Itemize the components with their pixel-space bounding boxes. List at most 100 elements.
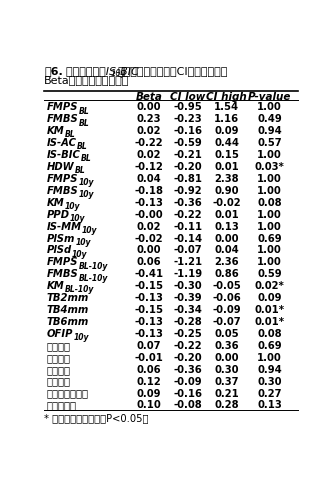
Text: 0.90: 0.90 [214, 185, 239, 195]
Text: 0.04: 0.04 [214, 245, 239, 255]
Text: 1.00: 1.00 [257, 102, 282, 112]
Text: 0.15: 0.15 [214, 150, 239, 160]
Text: IS-BIC: IS-BIC [47, 150, 81, 160]
Text: 10y: 10y [82, 225, 98, 234]
Text: -0.81: -0.81 [173, 174, 202, 183]
Text: -0.92: -0.92 [174, 185, 202, 195]
Text: FMPS: FMPS [47, 102, 78, 112]
Text: TB6mm: TB6mm [47, 316, 89, 326]
Text: FMBS: FMBS [47, 269, 79, 279]
Text: 0.28: 0.28 [214, 400, 239, 409]
Text: 0.36: 0.36 [214, 340, 239, 350]
Text: 10y: 10y [75, 237, 91, 246]
Text: FMPS: FMPS [47, 257, 78, 267]
Text: KM: KM [47, 197, 65, 207]
Text: P-value: P-value [248, 91, 291, 101]
Text: -1.19: -1.19 [173, 269, 202, 279]
Text: -0.06: -0.06 [212, 292, 241, 302]
Text: 1.00: 1.00 [257, 185, 282, 195]
Text: 0.00: 0.00 [137, 102, 161, 112]
Text: -0.12: -0.12 [135, 162, 164, 172]
Text: 1.54: 1.54 [214, 102, 239, 112]
Text: TB2mm: TB2mm [47, 292, 89, 302]
Text: 发音能力: 发音能力 [47, 376, 71, 386]
Text: 0.30: 0.30 [257, 376, 282, 386]
Text: -0.00: -0.00 [135, 209, 163, 219]
Text: 0.23: 0.23 [137, 114, 161, 124]
Text: CI high: CI high [206, 91, 247, 101]
Text: 修复体易清洁性: 修复体易清洁性 [47, 388, 89, 398]
Text: -0.41: -0.41 [135, 269, 164, 279]
Text: 10y: 10y [78, 178, 94, 187]
Text: 0.00: 0.00 [214, 352, 239, 362]
Text: TB4mm: TB4mm [47, 304, 89, 314]
Text: 1.00: 1.00 [257, 174, 282, 183]
Text: -0.09: -0.09 [212, 304, 241, 314]
Text: 0.69: 0.69 [257, 233, 282, 243]
Text: 10y: 10y [73, 333, 89, 341]
Text: Beta: Beta [136, 91, 163, 101]
Text: 0.02: 0.02 [137, 150, 161, 160]
Text: -0.16: -0.16 [173, 388, 202, 398]
Text: BL: BL [77, 142, 88, 151]
Text: 美观效果: 美观效果 [47, 352, 71, 362]
Text: 0.27: 0.27 [257, 388, 282, 398]
Text: -0.28: -0.28 [174, 316, 202, 326]
Text: -0.22: -0.22 [174, 209, 202, 219]
Text: 0.30: 0.30 [214, 364, 239, 374]
Text: -0.95: -0.95 [174, 102, 202, 112]
Text: 1.00: 1.00 [257, 245, 282, 255]
Text: * 差异有统计学意义（P<0.05）: * 差异有统计学意义（P<0.05） [44, 412, 149, 422]
Text: BL: BL [74, 166, 85, 175]
Text: -0.23: -0.23 [174, 114, 202, 124]
Text: -0.21: -0.21 [174, 150, 202, 160]
Text: -0.02: -0.02 [135, 233, 163, 243]
Text: -0.08: -0.08 [174, 400, 202, 409]
Text: 黏膜健康: 黏膜健康 [47, 364, 71, 374]
Text: 0.37: 0.37 [214, 376, 239, 386]
Text: 综合满意度: 综合满意度 [47, 400, 77, 409]
Text: -0.36: -0.36 [174, 364, 202, 374]
Text: 0.86: 0.86 [214, 269, 239, 279]
Text: -0.15: -0.15 [135, 281, 164, 290]
Text: BL: BL [78, 107, 89, 115]
Text: BL: BL [81, 154, 92, 163]
Text: -0.25: -0.25 [174, 328, 202, 338]
Text: 0.59: 0.59 [257, 269, 282, 279]
Text: -0.07: -0.07 [174, 245, 202, 255]
Text: BL: BL [65, 130, 75, 139]
Text: 0.00: 0.00 [137, 245, 161, 255]
Text: 1.00: 1.00 [257, 352, 282, 362]
Text: KM: KM [47, 281, 65, 290]
Text: 2.36: 2.36 [214, 257, 239, 267]
Text: BL: BL [79, 118, 90, 127]
Text: 1.00: 1.00 [257, 209, 282, 219]
Text: 0.01: 0.01 [214, 162, 239, 172]
Text: -0.15: -0.15 [135, 304, 164, 314]
Text: 10y: 10y [111, 69, 126, 78]
Text: 0.69: 0.69 [257, 340, 282, 350]
Text: PPD: PPD [47, 209, 70, 219]
Text: -0.30: -0.30 [174, 281, 202, 290]
Text: 10y: 10y [70, 214, 86, 222]
Text: 0.13: 0.13 [214, 221, 239, 231]
Text: 0.94: 0.94 [257, 126, 282, 136]
Text: KM: KM [47, 126, 65, 136]
Text: 1.16: 1.16 [214, 114, 239, 124]
Text: -0.39: -0.39 [174, 292, 202, 302]
Text: -0.20: -0.20 [174, 352, 202, 362]
Text: -0.11: -0.11 [173, 221, 202, 231]
Text: OFIP: OFIP [47, 328, 73, 338]
Text: 0.04: 0.04 [137, 174, 162, 183]
Text: FMBS: FMBS [47, 185, 79, 195]
Text: -0.14: -0.14 [173, 233, 202, 243]
Text: BL-10y: BL-10y [78, 261, 108, 270]
Text: 1.00: 1.00 [257, 257, 282, 267]
Text: -0.13: -0.13 [135, 197, 164, 207]
Text: 0.12: 0.12 [137, 376, 162, 386]
Text: 2.38: 2.38 [214, 174, 239, 183]
Text: 0.21: 0.21 [214, 388, 239, 398]
Text: BL-10y: BL-10y [65, 285, 94, 294]
Text: -0.13: -0.13 [135, 292, 164, 302]
Text: 0.10: 0.10 [137, 400, 162, 409]
